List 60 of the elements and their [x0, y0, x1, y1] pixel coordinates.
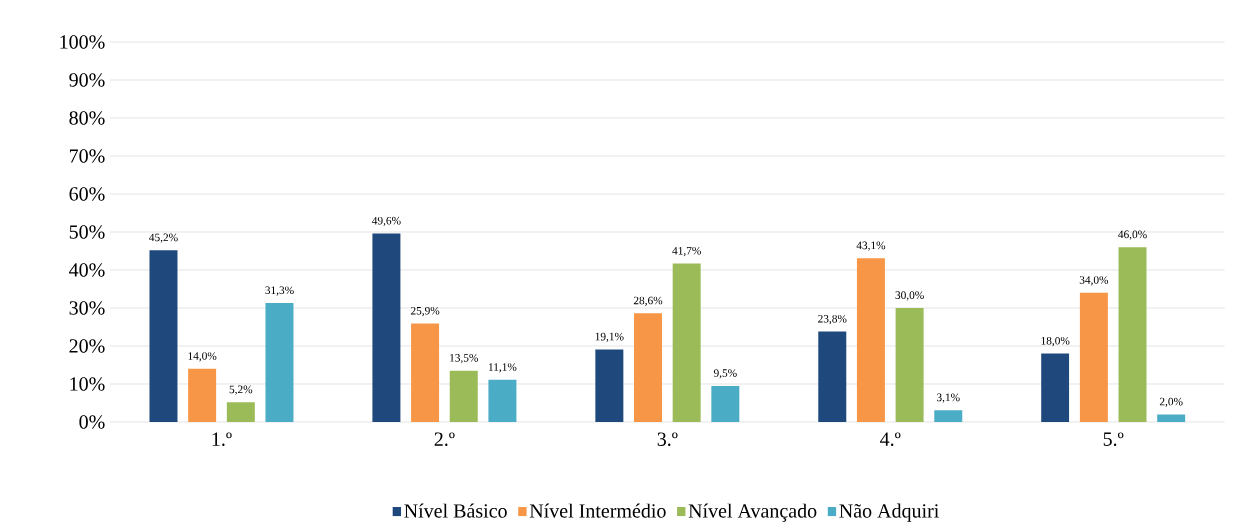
data-label: 23,8%	[818, 314, 847, 325]
bar	[265, 303, 294, 422]
data-label: 9,5%	[713, 369, 737, 379]
bar	[488, 379, 517, 422]
bar	[1041, 353, 1070, 422]
data-label: 3,1%	[937, 393, 960, 403]
data-label: 19,1%	[595, 332, 624, 343]
data-label: 34,0%	[1079, 276, 1109, 286]
legend-label: Nível Intermédio	[529, 503, 666, 518]
data-label: 28,6%	[633, 296, 663, 306]
bar	[711, 385, 740, 422]
bar	[188, 368, 217, 422]
bar	[818, 331, 847, 422]
data-label: 5,2%	[229, 385, 253, 395]
data-label: 18,0%	[1041, 336, 1070, 347]
bar	[1157, 414, 1186, 422]
data-label: 13,5%	[450, 354, 478, 364]
bar	[634, 313, 663, 422]
data-label: 49,6%	[372, 216, 401, 227]
y-tick-label: 90%	[69, 73, 105, 87]
x-tick-label: 1.º	[212, 432, 232, 446]
data-label: 45,2%	[149, 233, 178, 243]
data-label: 31,3%	[265, 286, 294, 296]
x-tick-label: 4.º	[880, 432, 901, 446]
y-tick-label: 20%	[69, 339, 105, 353]
y-tick-label: 30%	[69, 301, 105, 315]
data-label: 30,0%	[895, 291, 924, 301]
bar	[1079, 292, 1108, 422]
data-label: 2,0%	[1159, 397, 1183, 407]
y-tick-label: 70%	[69, 149, 105, 163]
bar	[934, 410, 963, 422]
y-tick-label: 40%	[69, 263, 105, 277]
bar	[856, 258, 885, 422]
legend-label: Nível Básico	[404, 503, 507, 518]
bar	[226, 402, 255, 422]
y-tick-label: 0%	[79, 415, 105, 429]
y-tick-label: 60%	[69, 187, 105, 201]
y-tick-label: 50%	[69, 225, 105, 239]
bar	[672, 263, 701, 422]
legend-label: Não Adquiri	[839, 503, 939, 522]
x-tick-label: 2.º	[434, 432, 455, 446]
y-tick-label: 80%	[69, 111, 105, 125]
bar	[149, 250, 178, 422]
y-tick-label: 10%	[70, 377, 105, 391]
data-label: 41,7%	[672, 246, 701, 257]
x-tick-label: 3.º	[657, 432, 678, 446]
y-tick-label: 100%	[60, 35, 105, 49]
bar	[895, 307, 924, 422]
data-label: 11,1%	[488, 363, 517, 373]
bar	[449, 370, 478, 422]
legend-label: Nível Avançado	[688, 503, 817, 522]
data-label: 25,9%	[410, 306, 440, 317]
bar	[1118, 247, 1147, 422]
bar	[372, 233, 401, 422]
bar	[411, 323, 440, 422]
data-label: 14,0%	[188, 352, 217, 362]
data-label: 46,0%	[1118, 230, 1147, 240]
bar	[595, 349, 624, 422]
data-label: 43,1%	[856, 241, 886, 251]
x-tick-label: 5.º	[1103, 432, 1124, 446]
